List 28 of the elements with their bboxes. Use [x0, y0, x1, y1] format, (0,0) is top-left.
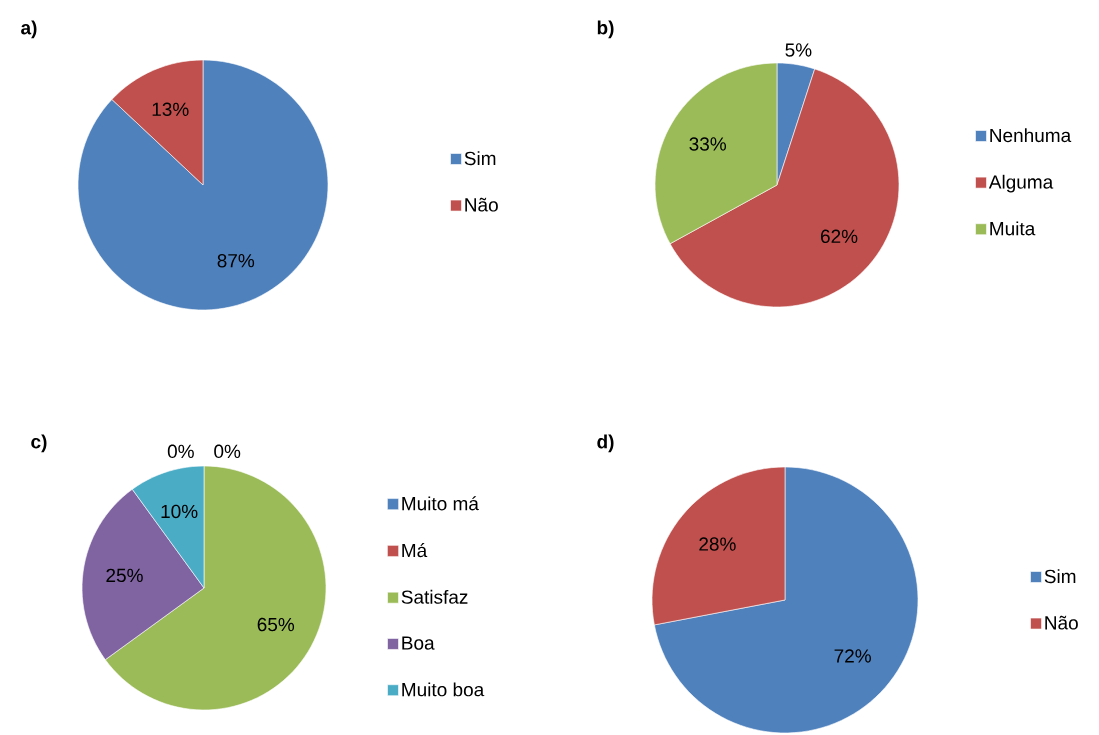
data-label: 10% — [161, 504, 198, 519]
data-label: 72% — [834, 649, 871, 663]
legend-label: Satisfaz — [401, 589, 468, 604]
text: 0% — [167, 444, 194, 459]
data-label: 25% — [106, 568, 143, 583]
legend-label: Boa — [402, 636, 435, 650]
legend-label: Má — [402, 543, 428, 558]
data-label: 5% — [785, 43, 812, 57]
legend-label: Não — [465, 197, 498, 212]
legend-label: Sim — [1044, 569, 1076, 584]
text: 0% — [214, 444, 241, 459]
chart-title: c) — [31, 434, 47, 453]
chart-title: d) — [597, 434, 614, 453]
legend-label: Muita — [990, 221, 1036, 236]
data-label: 28% — [699, 537, 736, 551]
legend-label: Muito má — [402, 496, 479, 511]
legend-label: Nenhuma — [990, 128, 1072, 143]
legend-label: Não — [1045, 615, 1078, 630]
data-label: 87% — [217, 253, 255, 268]
data-label: 65% — [257, 617, 295, 632]
legend-label: Alguma — [988, 174, 1054, 193]
legend-label: Muito boa — [402, 682, 485, 697]
data-label: 62% — [820, 229, 858, 244]
data-label: 33% — [689, 137, 727, 151]
chart-title: a) — [21, 20, 37, 39]
data-label: 13% — [152, 102, 189, 116]
legend-label: Sim — [464, 151, 496, 166]
chart-title: b) — [597, 20, 614, 39]
